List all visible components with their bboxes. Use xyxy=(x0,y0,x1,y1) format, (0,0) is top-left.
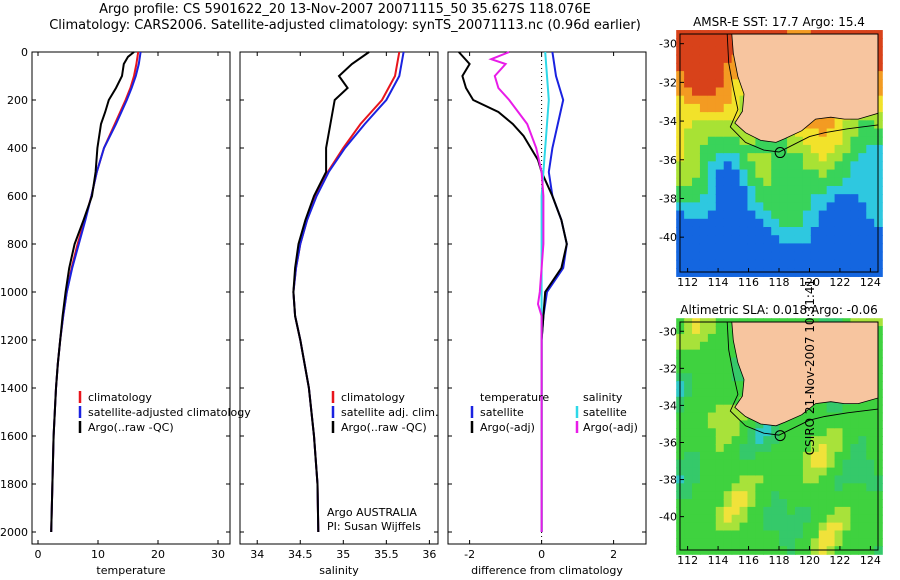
map-title: AMSR-E SST: 17.7 Argo: 15.4 xyxy=(693,15,865,29)
figure-title-line1: Argo profile: CS 5901622_20 13-Nov-2007 … xyxy=(99,2,591,17)
x-tick-label: 116 xyxy=(738,276,759,289)
y-tick-label: -34 xyxy=(659,399,677,412)
legend-label: satellite adj. clim. xyxy=(341,406,438,419)
y-tick-label: -40 xyxy=(659,231,677,244)
x-axis-label: salinity xyxy=(319,564,359,577)
legend-label: satellite xyxy=(480,406,524,419)
map-title: Altimetric SLA: 0.018 Argo: -0.06 xyxy=(680,303,877,317)
legend-label: satellite xyxy=(583,406,627,419)
x-tick-label: 34 xyxy=(250,548,264,561)
x-tick-label: 118 xyxy=(769,554,790,567)
legend-label: Argo(..raw -QC) xyxy=(88,421,174,434)
y-tick-label: 600 xyxy=(7,190,28,203)
series-line-climatology xyxy=(50,51,140,533)
legend-label: temperature xyxy=(480,391,549,404)
series-line-argo-raw-qc- xyxy=(50,51,135,533)
y-tick-label: 2000 xyxy=(0,526,28,539)
map-panel-1: AMSR-E SST: 17.7 Argo: 15.4 112 114 116 118 1… xyxy=(659,15,883,289)
series-line-climatology xyxy=(292,51,401,533)
x-tick-label: 112 xyxy=(677,554,698,567)
figure-title-line2: Climatology: CARS2006. Satellite-adjuste… xyxy=(49,18,641,33)
x-tick-label: 122 xyxy=(829,554,850,567)
x-tick-label: 124 xyxy=(860,276,881,289)
x-tick-label: 2 xyxy=(610,548,617,561)
y-tick-label: 1200 xyxy=(0,334,28,347)
annotation-text: Argo AUSTRALIA xyxy=(327,506,417,519)
y-tick-label: -32 xyxy=(659,76,677,89)
y-tick-label: -40 xyxy=(659,511,677,524)
y-tick-label: 1400 xyxy=(0,382,28,395)
legend-label: salinity xyxy=(583,391,623,404)
x-tick-label: 120 xyxy=(799,554,820,567)
y-tick-label: 1800 xyxy=(0,478,28,491)
map-panels: AMSR-E SST: 17.7 Argo: 15.4 112 114 116 118 1… xyxy=(659,15,883,567)
legend-label: satellite-adjusted climatology xyxy=(88,406,251,419)
legend-label: Argo(-adj) xyxy=(583,421,638,434)
x-tick-label: 30 xyxy=(211,548,225,561)
y-tick-label: -38 xyxy=(659,474,677,487)
profile-panel-3: -2 0 2 difference from climatology temperatu… xyxy=(447,51,647,577)
x-tick-label: 0 xyxy=(35,548,42,561)
x-tick-label: -2 xyxy=(464,548,475,561)
shelf-contour xyxy=(726,33,879,153)
float-position-marker xyxy=(774,147,786,159)
y-tick-label: 1000 xyxy=(0,286,28,299)
y-tick-label: -32 xyxy=(659,362,677,375)
y-tick-label: 0 xyxy=(21,46,28,59)
x-tick-label: 0 xyxy=(538,548,545,561)
x-tick-label: 20 xyxy=(151,548,165,561)
x-tick-label: 114 xyxy=(708,276,729,289)
y-tick-label: -36 xyxy=(659,436,677,449)
x-tick-label: 35 xyxy=(336,548,350,561)
x-tick-label: 35.5 xyxy=(374,548,399,561)
axes-frame xyxy=(31,51,231,545)
series-line-satellite-adj-clim- xyxy=(292,51,405,533)
land-mass xyxy=(731,33,879,143)
profile-panel-2: 34 34.5 35 35.5 36 salinity climatology satelli… xyxy=(239,51,439,577)
x-tick-label: 112 xyxy=(677,276,698,289)
y-tick-label: 1600 xyxy=(0,430,28,443)
profile-panel-1: 0 10 20 30 temperature 0 200 400 600 800 1000 1200 1… xyxy=(0,46,251,577)
x-tick-label: 116 xyxy=(738,554,759,567)
y-tick-label: 200 xyxy=(7,94,28,107)
shelf-contour xyxy=(726,321,879,436)
legend-label: Argo(..raw -QC) xyxy=(341,421,427,434)
y-tick-label: -34 xyxy=(659,115,677,128)
legend-label: climatology xyxy=(341,391,405,404)
x-axis-label: temperature xyxy=(96,564,165,577)
land-mass xyxy=(731,321,879,427)
map-panel-2: Altimetric SLA: 0.018 Argo: -0.06 112 114 1… xyxy=(659,303,883,567)
x-axis-label: difference from climatology xyxy=(471,564,623,577)
y-tick-label: -36 xyxy=(659,154,677,167)
x-tick-label: 120 xyxy=(799,276,820,289)
series-line-argo-adj- xyxy=(458,51,568,532)
y-tick-label: 800 xyxy=(7,238,28,251)
y-tick-label: -38 xyxy=(659,192,677,205)
axes-frame xyxy=(447,51,647,545)
y-tick-label: -30 xyxy=(659,38,677,51)
y-tick-label: 400 xyxy=(7,142,28,155)
x-tick-label: 36 xyxy=(422,548,436,561)
side-label: CSIRO 21-Nov-2007 10:31:41 xyxy=(802,278,817,456)
y-tick-label: -30 xyxy=(659,325,677,338)
axes-frame xyxy=(239,51,439,545)
x-tick-label: 122 xyxy=(829,276,850,289)
series-line-argo-raw-qc- xyxy=(292,51,370,533)
x-tick-label: 118 xyxy=(769,276,790,289)
profile-panels: 0 10 20 30temperature0200400600800100012001… xyxy=(0,46,647,577)
series-line-argo-adj- xyxy=(488,51,545,532)
legend-label: Argo(-adj) xyxy=(480,421,535,434)
legend-label: climatology xyxy=(88,391,152,404)
x-tick-label: 114 xyxy=(708,554,729,567)
annotation-text: PI: Susan Wijffels xyxy=(327,520,421,533)
x-tick-label: 10 xyxy=(91,548,105,561)
x-tick-label: 34.5 xyxy=(288,548,313,561)
float-position-marker xyxy=(774,430,786,442)
x-tick-label: 124 xyxy=(860,554,881,567)
